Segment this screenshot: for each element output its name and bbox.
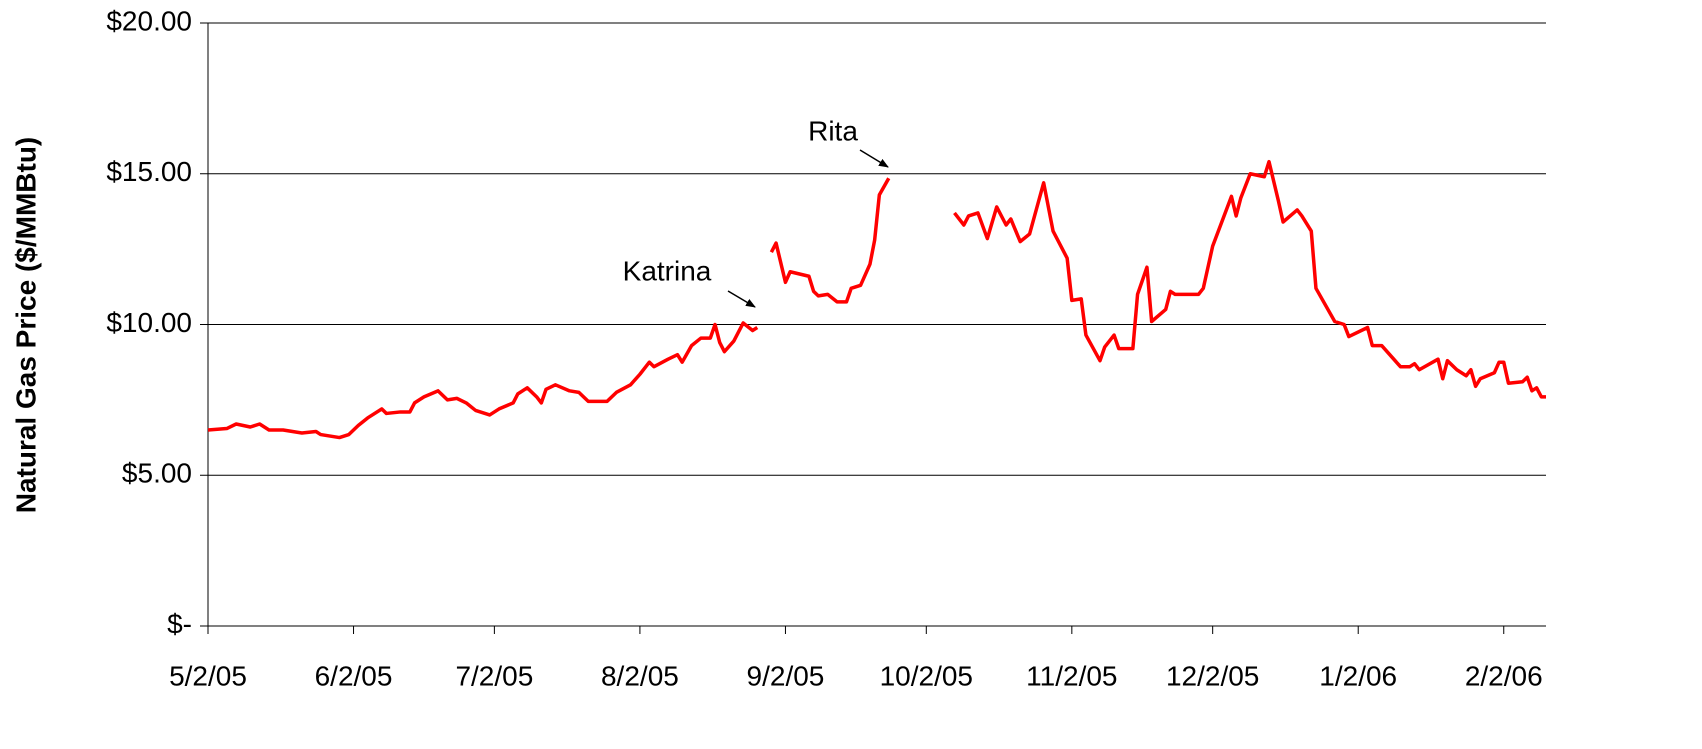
x-tick-label: 9/2/05 <box>747 660 825 691</box>
annotation-arrow <box>727 290 756 308</box>
annotation: Rita <box>808 115 858 146</box>
y-tick-label: $20.00 <box>106 5 192 36</box>
y-tick-label: $15.00 <box>106 156 192 187</box>
y-tick-label: $- <box>167 608 192 639</box>
x-tick-label: 12/2/05 <box>1166 660 1259 691</box>
annotation: Katrina <box>623 255 712 286</box>
x-tick-label: 1/2/06 <box>1319 660 1397 691</box>
x-tick-label: 11/2/05 <box>1026 660 1117 691</box>
y-tick-label: $5.00 <box>122 458 192 489</box>
y-axis-label: Natural Gas Price ($/MMBtu) <box>10 137 41 514</box>
x-tick-label: 2/2/06 <box>1465 660 1543 691</box>
annotation-arrow <box>859 149 889 168</box>
x-tick-label: 6/2/05 <box>315 660 393 691</box>
x-tick-label: 8/2/05 <box>601 660 679 691</box>
x-tick-label: 7/2/05 <box>455 660 533 691</box>
y-tick-label: $10.00 <box>106 307 192 338</box>
x-tick-label: 10/2/05 <box>880 660 973 691</box>
line-series <box>207 159 1546 440</box>
x-tick-label: 5/2/05 <box>169 660 247 691</box>
